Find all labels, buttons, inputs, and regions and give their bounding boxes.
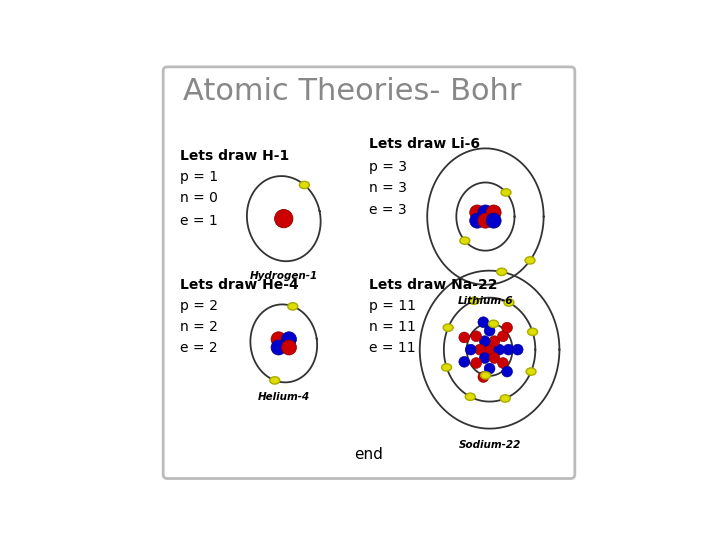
Text: e = 3: e = 3 [369, 204, 407, 218]
Circle shape [489, 353, 500, 363]
Ellipse shape [443, 324, 453, 332]
Text: Sodium-22: Sodium-22 [459, 440, 521, 450]
Text: Lithium-6: Lithium-6 [458, 296, 513, 306]
Text: n = 0: n = 0 [180, 191, 217, 205]
Circle shape [478, 317, 489, 328]
Circle shape [489, 336, 500, 347]
Ellipse shape [270, 377, 280, 384]
Ellipse shape [489, 320, 498, 327]
Ellipse shape [500, 395, 510, 402]
Text: p = 2: p = 2 [180, 299, 218, 313]
Circle shape [480, 353, 490, 363]
Circle shape [498, 357, 508, 368]
Ellipse shape [300, 181, 310, 188]
Circle shape [478, 372, 489, 382]
Ellipse shape [528, 328, 538, 335]
Circle shape [271, 332, 286, 347]
Circle shape [498, 331, 508, 342]
Circle shape [465, 344, 476, 355]
Text: e = 2: e = 2 [180, 341, 217, 355]
Circle shape [459, 332, 469, 343]
Circle shape [469, 205, 485, 220]
Circle shape [502, 366, 513, 377]
Circle shape [474, 344, 485, 355]
Ellipse shape [526, 368, 536, 375]
Ellipse shape [465, 393, 475, 400]
Text: Lets draw Li-6: Lets draw Li-6 [369, 137, 480, 151]
Circle shape [494, 344, 505, 355]
Circle shape [484, 325, 495, 336]
FancyBboxPatch shape [163, 67, 575, 478]
Ellipse shape [497, 268, 507, 275]
Ellipse shape [288, 303, 298, 310]
Text: p = 1: p = 1 [180, 170, 218, 184]
Circle shape [480, 336, 490, 347]
Text: n = 3: n = 3 [369, 181, 407, 195]
Text: n = 11: n = 11 [369, 320, 416, 334]
Text: p = 3: p = 3 [369, 160, 407, 174]
Circle shape [282, 332, 297, 347]
Ellipse shape [501, 189, 511, 196]
Text: n = 2: n = 2 [180, 320, 217, 334]
Circle shape [478, 205, 493, 220]
Circle shape [459, 356, 469, 367]
Ellipse shape [469, 297, 479, 305]
Ellipse shape [441, 364, 451, 371]
Circle shape [282, 340, 297, 355]
Text: Lets draw H-1: Lets draw H-1 [180, 150, 289, 164]
Ellipse shape [481, 372, 490, 379]
Circle shape [486, 213, 501, 228]
Text: Hydrogen-1: Hydrogen-1 [250, 271, 318, 281]
Circle shape [513, 344, 523, 355]
Circle shape [471, 357, 482, 368]
Circle shape [469, 213, 485, 228]
Text: e = 1: e = 1 [180, 214, 217, 228]
Circle shape [486, 205, 501, 220]
Circle shape [484, 344, 495, 355]
Circle shape [478, 213, 493, 228]
Text: Helium-4: Helium-4 [258, 393, 310, 402]
Circle shape [274, 210, 293, 228]
Text: p = 11: p = 11 [369, 299, 416, 313]
Text: Lets draw Na-22: Lets draw Na-22 [369, 278, 498, 292]
Circle shape [271, 340, 286, 355]
Text: end: end [354, 447, 384, 462]
Text: Atomic Theories- Bohr: Atomic Theories- Bohr [183, 77, 521, 106]
Circle shape [484, 363, 495, 374]
Text: e = 11: e = 11 [369, 341, 415, 355]
Circle shape [471, 331, 482, 342]
Circle shape [502, 322, 513, 333]
Ellipse shape [525, 256, 535, 264]
Ellipse shape [460, 237, 470, 244]
Ellipse shape [504, 299, 514, 306]
Text: Lets draw He-4: Lets draw He-4 [180, 278, 299, 292]
Circle shape [503, 344, 514, 355]
